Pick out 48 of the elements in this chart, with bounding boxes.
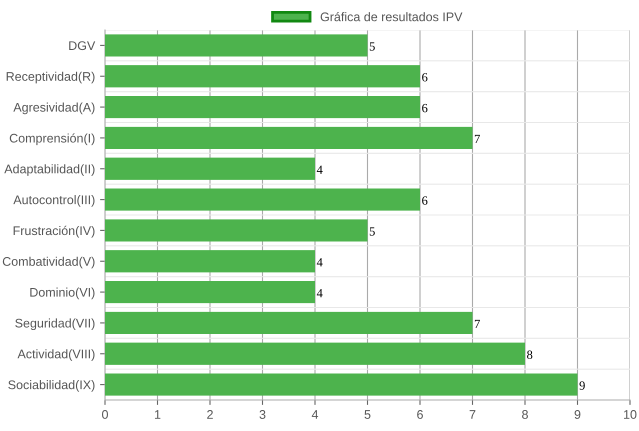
x-tick-label: 6: [417, 410, 423, 419]
y-tick-label: Seguridad(VII): [15, 318, 95, 330]
x-tick-label: 7: [470, 410, 476, 419]
y-tick-label: Combatividad(V): [2, 256, 95, 268]
bar: [105, 373, 578, 396]
bar: [105, 312, 472, 334]
bar: [105, 34, 368, 57]
x-tick-label: 0: [102, 410, 108, 419]
data-label: 4: [316, 258, 323, 266]
data-label: 4: [316, 288, 323, 298]
y-tick-label: Receptividad(R): [6, 72, 95, 84]
bar: [105, 96, 420, 118]
bar: [105, 65, 420, 88]
data-label: 7: [474, 320, 480, 328]
x-tick-label: 8: [522, 410, 528, 419]
data-label: 6: [422, 104, 428, 112]
y-tick-label: Actividad(VIII): [18, 349, 95, 361]
x-tick-label: 1: [154, 410, 160, 419]
bar: [105, 219, 368, 242]
y-tick-label: Dominio(VI): [30, 288, 95, 300]
x-tick-label: 9: [574, 410, 580, 419]
bar: [105, 126, 472, 150]
x-tick-label: 10: [624, 410, 636, 419]
data-label: 8: [527, 350, 532, 359]
y-tick-label: Agresividad(A): [13, 102, 95, 114]
bar: [105, 188, 420, 211]
data-label: 5: [370, 42, 375, 51]
y-tick-label: Comprensión(I): [10, 133, 95, 146]
data-label: 6: [422, 73, 428, 82]
bar: [105, 342, 525, 365]
y-tick-label: Autocontrol(III): [13, 195, 95, 207]
bar: [105, 280, 315, 304]
legend-label: Gráfica de resultados IPV: [320, 12, 462, 22]
data-label: 9: [579, 381, 585, 390]
x-tick-label: 3: [260, 410, 266, 419]
bar: [105, 158, 315, 180]
x-tick-label: 5: [364, 410, 370, 419]
y-tick-label: Frustración(IV): [14, 226, 95, 238]
data-label: 4: [316, 166, 323, 174]
bar: [105, 250, 315, 272]
x-tick-label: 4: [312, 410, 318, 419]
y-tick-label: DGV: [69, 41, 96, 50]
y-tick-label: Adaptabilidad(II): [4, 164, 95, 176]
x-tick-label: 2: [207, 410, 213, 419]
data-label: 7: [474, 134, 480, 144]
data-label: 6: [422, 196, 428, 205]
data-label: 5: [370, 227, 375, 236]
y-tick-label: Sociabilidad(IX): [8, 380, 95, 392]
